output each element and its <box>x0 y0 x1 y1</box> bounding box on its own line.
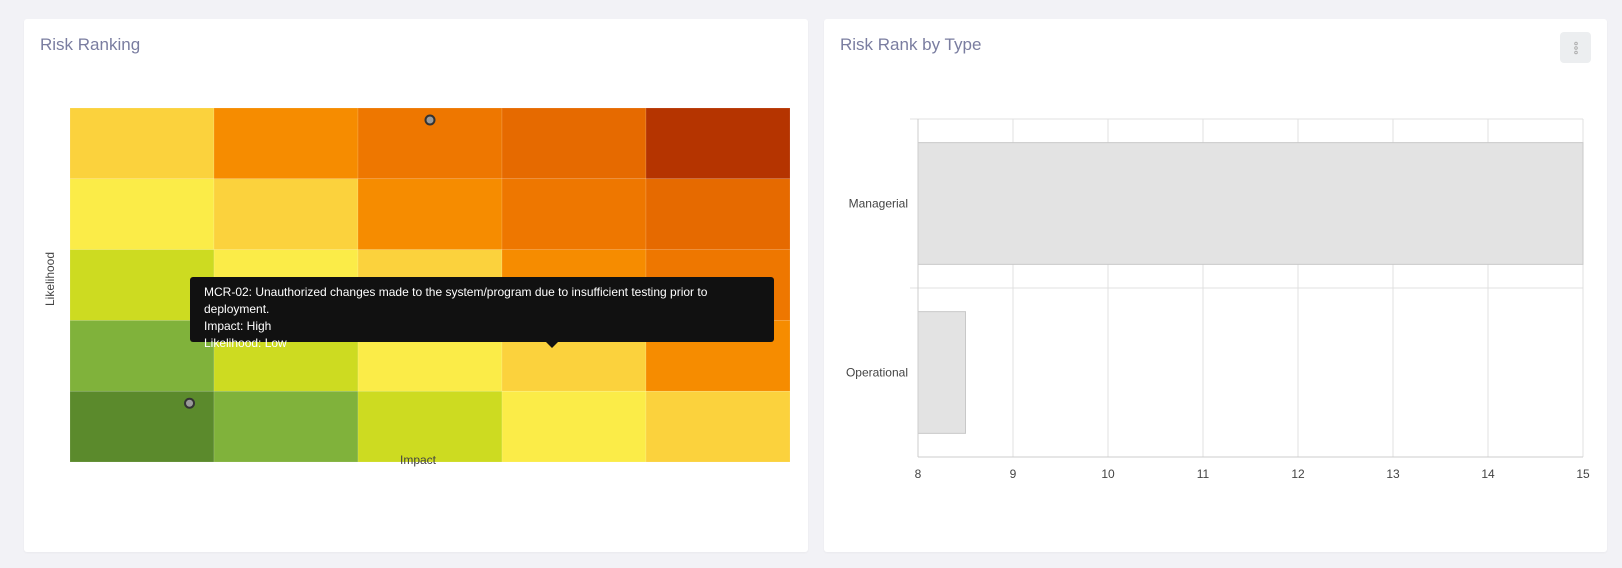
chart-menu-button[interactable] <box>1560 32 1591 63</box>
x-axis-label: Impact <box>400 453 437 467</box>
risk-tooltip: MCR-02: Unauthorized changes made to the… <box>190 277 774 350</box>
risk-rank-by-type-title: Risk Rank by Type <box>840 35 982 54</box>
risk-point[interactable] <box>424 114 436 126</box>
tooltip-likelihood: Likelihood: Low <box>204 336 287 350</box>
x-tick-label: 14 <box>1481 467 1495 481</box>
risk-type-bar-chart: 8 9 10 11 12 13 14 15 Managerial Operational <box>846 118 1590 481</box>
heatmap-cell <box>213 390 359 463</box>
heatmap-cell <box>645 107 791 180</box>
bar-operational[interactable] <box>917 311 966 434</box>
risk-ranking-title: Risk Ranking <box>40 35 141 54</box>
heatmap-cell <box>357 390 503 463</box>
category-label: Managerial <box>849 197 908 211</box>
risk-ranking-card: Risk Ranking Impact Likelihood MCR-02: U… <box>24 19 808 552</box>
risk-point[interactable] <box>184 397 196 409</box>
heatmap-cell <box>645 178 791 250</box>
heatmap-cell <box>501 390 647 463</box>
tooltip-impact: Impact: High <box>204 319 272 333</box>
x-tick-label: 15 <box>1576 467 1590 481</box>
tooltip-arrow <box>546 342 558 348</box>
heatmap-cell <box>645 390 791 463</box>
tooltip-risk-name: MCR-02: Unauthorized changes made to the… <box>204 285 708 316</box>
heatmap-cell <box>213 178 359 250</box>
x-tick-label: 9 <box>1010 467 1017 481</box>
y-axis-label: Likelihood <box>43 252 57 306</box>
risk-heatmap: Impact Likelihood <box>43 107 791 467</box>
vertical-dots-icon <box>1573 41 1578 54</box>
heatmap-cell <box>501 107 647 180</box>
heatmap-cell <box>69 178 215 250</box>
bar-managerial[interactable] <box>917 142 1584 265</box>
x-tick-label: 13 <box>1386 467 1400 481</box>
heatmap-cell <box>213 107 359 180</box>
category-label: Operational <box>846 366 908 380</box>
x-tick-label: 10 <box>1101 467 1115 481</box>
x-tick-label: 11 <box>1197 467 1210 481</box>
heatmap-cell <box>501 178 647 250</box>
x-tick-label: 8 <box>915 467 922 481</box>
risk-rank-by-type-card: Risk Rank by Type 8 9 10 11 12 13 14 15 Manageri… <box>824 19 1607 552</box>
heatmap-cell <box>357 178 503 250</box>
heatmap-cell <box>69 107 215 180</box>
x-tick-label: 12 <box>1291 467 1305 481</box>
